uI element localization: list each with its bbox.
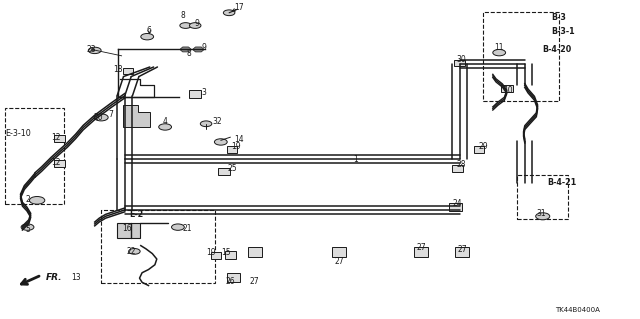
Text: 26: 26 — [225, 277, 236, 286]
Bar — [5, 108, 64, 204]
Text: 9: 9 — [195, 19, 200, 28]
Text: 16: 16 — [122, 224, 132, 233]
Circle shape — [189, 23, 201, 28]
Circle shape — [29, 197, 45, 204]
Bar — [454, 60, 465, 66]
Text: FR.: FR. — [46, 273, 63, 282]
Bar — [455, 248, 469, 256]
Bar — [101, 210, 215, 283]
Text: 11: 11 — [495, 43, 504, 52]
Text: TK44B0400A: TK44B0400A — [556, 307, 600, 313]
Bar — [54, 136, 65, 142]
Text: 20: 20 — [93, 113, 103, 122]
Text: 23: 23 — [86, 45, 97, 54]
Bar — [248, 248, 262, 256]
Circle shape — [493, 49, 506, 56]
Text: 5: 5 — [25, 225, 30, 234]
Text: 21: 21 — [183, 224, 192, 233]
Bar — [452, 165, 463, 172]
Polygon shape — [193, 47, 204, 52]
Text: 29: 29 — [478, 142, 488, 151]
Text: 18: 18 — [114, 65, 123, 74]
Circle shape — [172, 224, 184, 230]
Text: 3: 3 — [201, 88, 206, 97]
Text: 4: 4 — [163, 117, 168, 126]
Bar — [189, 90, 201, 98]
Text: B-4-20: B-4-20 — [543, 45, 572, 54]
Polygon shape — [123, 105, 150, 127]
Text: 1: 1 — [353, 155, 358, 164]
Circle shape — [21, 224, 34, 230]
Circle shape — [536, 213, 550, 220]
Circle shape — [180, 23, 191, 28]
Circle shape — [129, 249, 140, 254]
Text: 27: 27 — [250, 277, 260, 286]
Text: B-3-1: B-3-1 — [552, 27, 575, 36]
Text: 9: 9 — [201, 43, 206, 52]
Text: 31: 31 — [536, 209, 546, 218]
Bar — [332, 248, 346, 256]
Bar — [117, 223, 140, 238]
Text: 8: 8 — [180, 11, 185, 20]
Bar — [517, 175, 568, 219]
Text: 12: 12 — [52, 133, 61, 142]
Text: 19: 19 — [230, 142, 241, 151]
Bar — [474, 146, 484, 152]
Text: 22: 22 — [127, 247, 136, 256]
Polygon shape — [180, 47, 191, 52]
Bar — [227, 273, 240, 282]
Text: 6: 6 — [147, 26, 152, 35]
Circle shape — [141, 33, 154, 40]
Text: 25: 25 — [227, 164, 237, 173]
Bar — [449, 203, 462, 211]
Text: 30: 30 — [456, 56, 466, 64]
Text: 32: 32 — [212, 117, 223, 126]
Text: 28: 28 — [456, 160, 465, 169]
Text: 15: 15 — [221, 248, 231, 256]
Circle shape — [214, 139, 227, 145]
Text: 13: 13 — [70, 273, 81, 282]
Circle shape — [223, 10, 235, 16]
Bar — [501, 85, 513, 93]
Text: 27: 27 — [334, 257, 344, 266]
Bar — [227, 146, 237, 152]
Text: 7: 7 — [108, 110, 113, 119]
Bar — [414, 248, 428, 256]
Text: 19: 19 — [206, 248, 216, 256]
Bar — [218, 168, 230, 175]
Text: 27: 27 — [416, 243, 426, 252]
Text: 8: 8 — [186, 49, 191, 58]
Text: 12: 12 — [52, 158, 61, 167]
Circle shape — [159, 124, 172, 130]
Text: E-3-10: E-3-10 — [5, 129, 31, 138]
Text: E-2: E-2 — [129, 210, 143, 219]
Text: B-3: B-3 — [552, 13, 566, 22]
Text: B-4-21: B-4-21 — [547, 178, 577, 187]
Text: 27: 27 — [458, 245, 468, 254]
Bar — [211, 252, 221, 258]
Circle shape — [88, 47, 101, 54]
Bar — [225, 251, 236, 259]
Text: 14: 14 — [234, 135, 244, 144]
Text: 17: 17 — [234, 4, 244, 12]
Bar — [54, 160, 65, 167]
Bar — [483, 12, 559, 101]
Text: 2: 2 — [25, 195, 30, 204]
Circle shape — [200, 121, 212, 127]
Bar — [123, 68, 133, 74]
Text: 24: 24 — [452, 199, 463, 208]
Text: 10: 10 — [502, 86, 513, 95]
Circle shape — [94, 114, 108, 121]
